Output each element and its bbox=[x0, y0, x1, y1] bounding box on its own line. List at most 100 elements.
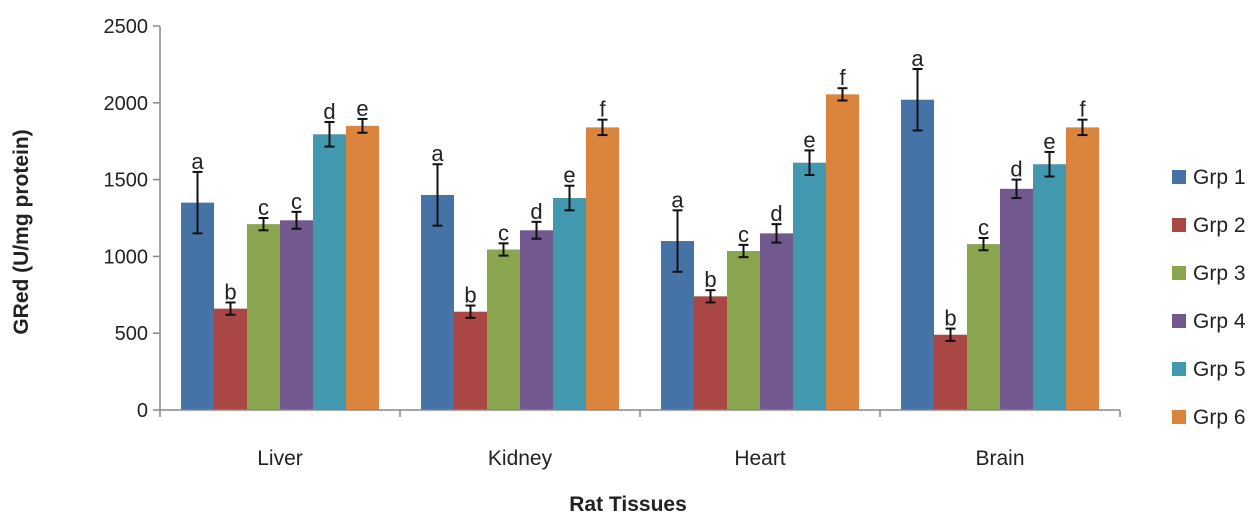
bar-grp-5-kidney bbox=[553, 198, 586, 410]
error-bar bbox=[465, 304, 476, 319]
bar-grp-2-heart bbox=[694, 296, 727, 410]
error-bar bbox=[432, 163, 443, 227]
bar-grp-5-liver bbox=[313, 134, 346, 410]
error-bar bbox=[804, 149, 815, 176]
error-bar bbox=[912, 68, 923, 132]
x-category-label: Brain bbox=[975, 447, 1024, 470]
legend-label: Grp 6 bbox=[1193, 406, 1246, 429]
legend-swatch bbox=[1172, 218, 1186, 232]
significance-label: e bbox=[563, 163, 575, 188]
y-tick-label: 500 bbox=[115, 323, 148, 345]
significance-label: d bbox=[1010, 157, 1022, 182]
legend: Grp 1 Grp 2 Grp 3 Grp 4 Grp 5 Grp 6 bbox=[1172, 166, 1246, 429]
bar-grp-5-heart bbox=[793, 162, 826, 410]
x-category-label: Kidney bbox=[488, 447, 553, 470]
error-bar bbox=[498, 242, 509, 257]
bar-grp-3-kidney bbox=[487, 249, 520, 410]
bar-grp-4-heart bbox=[760, 233, 793, 410]
bar-grp-4-kidney bbox=[520, 230, 553, 410]
bar-grp-2-kidney bbox=[454, 311, 487, 410]
x-axis-categories: Liver Kidney Heart Brain bbox=[257, 447, 1024, 470]
legend-item: Grp 2 bbox=[1172, 214, 1246, 237]
significance-label: f bbox=[839, 65, 846, 90]
bar-grp-2-liver bbox=[214, 308, 247, 410]
legend-swatch bbox=[1172, 362, 1186, 376]
error-bar bbox=[291, 210, 302, 230]
error-bar bbox=[837, 87, 848, 102]
significance-label: a bbox=[671, 187, 684, 212]
legend-item: Grp 5 bbox=[1172, 358, 1246, 381]
error-bar bbox=[357, 117, 368, 134]
significance-label: e bbox=[1043, 129, 1055, 154]
error-bar bbox=[225, 301, 236, 316]
legend-item: Grp 4 bbox=[1172, 310, 1246, 333]
bar-grp-1-brain bbox=[901, 99, 934, 410]
error-bar bbox=[945, 327, 956, 342]
y-tick-label: 1000 bbox=[104, 246, 149, 268]
bar-grp-6-kidney bbox=[586, 127, 619, 410]
legend-label: Grp 5 bbox=[1193, 358, 1246, 381]
error-bar bbox=[1077, 118, 1088, 137]
y-tick-label: 2000 bbox=[104, 93, 149, 115]
legend-item: Grp 6 bbox=[1172, 406, 1246, 429]
error-bar bbox=[672, 209, 683, 273]
error-bar bbox=[597, 118, 608, 137]
x-axis-title: Rat Tissues bbox=[569, 493, 687, 516]
significance-label: b bbox=[464, 283, 476, 308]
significance-label: d bbox=[530, 199, 542, 224]
x-category-label: Heart bbox=[734, 447, 786, 470]
error-bar bbox=[192, 170, 203, 235]
y-axis-ticks: 0 500 1000 1500 2000 2500 bbox=[104, 16, 160, 422]
legend-label: Grp 3 bbox=[1193, 262, 1246, 285]
error-bar bbox=[564, 184, 575, 212]
legend-item: Grp 3 bbox=[1172, 262, 1246, 285]
legend-label: Grp 1 bbox=[1193, 166, 1246, 189]
y-tick-label: 1500 bbox=[104, 170, 149, 192]
significance-label: b bbox=[944, 306, 956, 331]
significance-label: c bbox=[258, 195, 269, 220]
significance-label: a bbox=[431, 141, 444, 166]
error-bar bbox=[531, 220, 542, 240]
bar-grp-1-liver bbox=[181, 202, 214, 410]
bar-grp-6-liver bbox=[346, 125, 379, 410]
legend-item: Grp 1 bbox=[1172, 166, 1246, 189]
significance-label: c bbox=[738, 222, 749, 247]
bar-grp-2-brain bbox=[934, 334, 967, 410]
significance-label: c bbox=[498, 220, 509, 245]
error-bar bbox=[738, 243, 749, 259]
significance-label: b bbox=[704, 267, 716, 292]
error-bar bbox=[1011, 178, 1022, 200]
axes bbox=[159, 26, 1121, 417]
bar-grp-6-heart bbox=[826, 94, 859, 411]
legend-label: Grp 2 bbox=[1193, 214, 1246, 237]
legend-swatch bbox=[1172, 170, 1186, 184]
significance-label: c bbox=[291, 189, 302, 214]
significance-label: a bbox=[191, 149, 204, 174]
significance-label: f bbox=[599, 97, 606, 122]
significance-label: e bbox=[356, 96, 368, 121]
y-tick-label: 0 bbox=[137, 400, 148, 422]
bar-grp-3-brain bbox=[967, 244, 1000, 410]
bar-grp-3-heart bbox=[727, 251, 760, 410]
error-bar bbox=[978, 236, 989, 252]
legend-swatch bbox=[1172, 266, 1186, 280]
bar-grp-4-brain bbox=[1000, 188, 1033, 410]
error-bar bbox=[324, 121, 335, 148]
error-bar bbox=[1044, 150, 1055, 178]
significance-label: d bbox=[770, 201, 782, 226]
bar-grp-1-kidney bbox=[421, 194, 454, 410]
error-bar bbox=[771, 223, 782, 244]
legend-swatch bbox=[1172, 410, 1186, 424]
legend-swatch bbox=[1172, 314, 1186, 328]
significance-label: f bbox=[1079, 97, 1086, 122]
significance-label: b bbox=[224, 279, 236, 304]
bar-grp-3-liver bbox=[247, 224, 280, 410]
error-bar bbox=[705, 289, 716, 304]
bar-grp-6-brain bbox=[1066, 127, 1099, 410]
bar-grp-5-brain bbox=[1033, 164, 1066, 410]
error-bar bbox=[258, 217, 269, 232]
y-axis-title: GRed (U/mg protein) bbox=[10, 129, 33, 334]
